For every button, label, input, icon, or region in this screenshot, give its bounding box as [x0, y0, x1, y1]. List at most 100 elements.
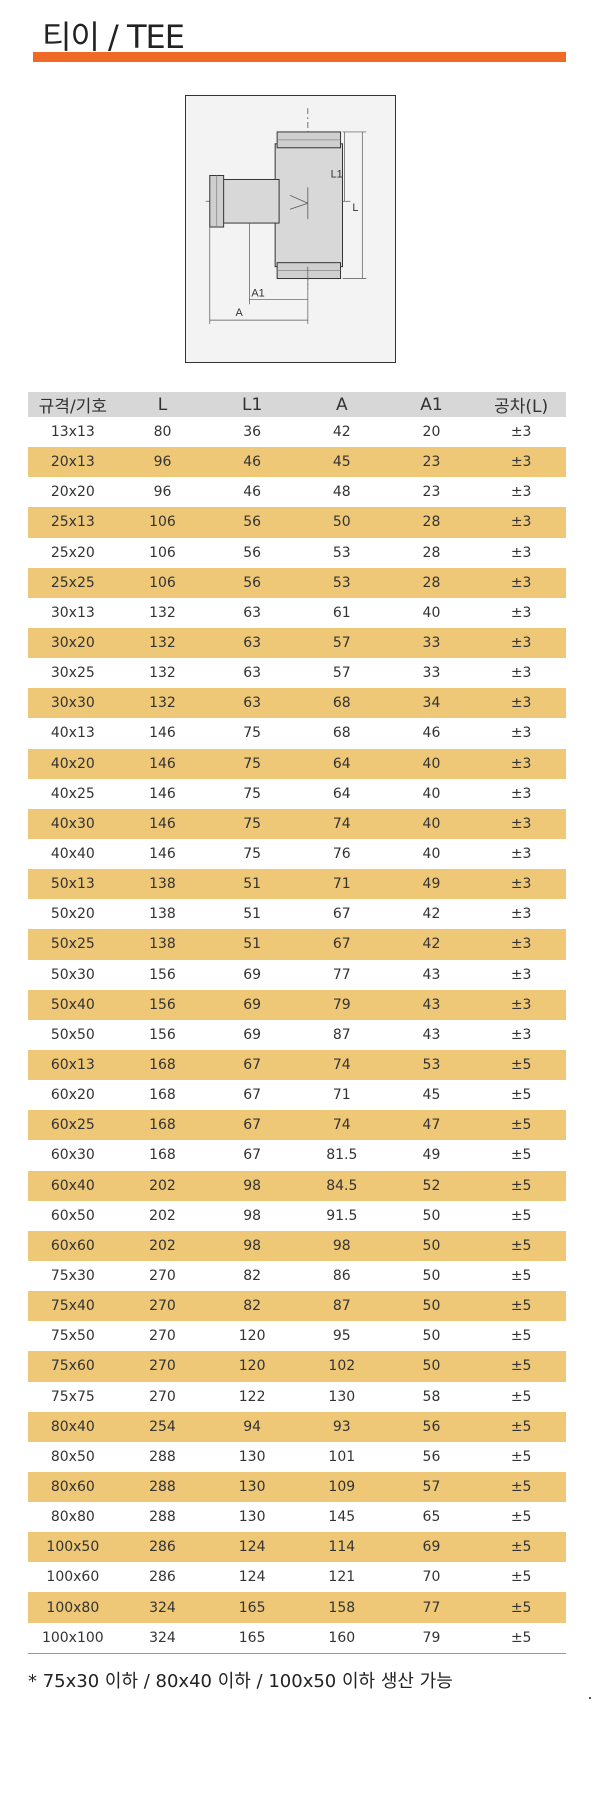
table-cell: ±5	[510, 1207, 532, 1224]
table-cell: 69	[386, 1532, 477, 1563]
table-cell: 40x40	[50, 846, 95, 863]
table-cell: 60x30	[50, 1147, 95, 1164]
table-cell: ±3	[510, 725, 532, 742]
table-cell: 67	[207, 1110, 297, 1141]
table-row: 60x40 202 98 84.5 52 ±5	[28, 1170, 566, 1201]
table-cell: 43	[422, 966, 441, 983]
table-row: 100x80 324 165 158 77 ±5	[28, 1592, 566, 1623]
table-cell: 13x13	[50, 424, 95, 441]
table-cell: 132	[149, 665, 176, 682]
table-row: 60x25 168 67 74 47 ±5	[28, 1110, 566, 1141]
table-cell: 202	[117, 1230, 208, 1261]
table-cell: 114	[296, 1532, 387, 1563]
table-cell: 25x20	[50, 544, 95, 561]
table-cell: 57	[386, 1471, 477, 1503]
table-cell: 45	[422, 1087, 441, 1104]
table-cell: ±3	[476, 989, 566, 1020]
table-cell: 60x60	[28, 1230, 118, 1261]
table-cell: 69	[243, 966, 262, 983]
table-cell: ±5	[510, 1388, 532, 1405]
table-cell: 168	[149, 1147, 176, 1164]
table-cell: 120	[207, 1351, 297, 1382]
table-cell: 146	[117, 748, 208, 779]
table-cell: ±5	[510, 1268, 532, 1284]
table-cell: 51	[243, 906, 262, 923]
table-cell: 102	[296, 1351, 387, 1382]
table-cell: 138	[117, 929, 208, 960]
table-cell: 124	[238, 1569, 266, 1586]
table-cell: 130	[238, 1509, 266, 1526]
table-cell: 165	[207, 1622, 297, 1654]
tee-fitting-diagram: L1 L A1 A	[185, 95, 396, 363]
table-cell: 75	[207, 808, 297, 839]
table-cell: 100x60	[46, 1569, 100, 1586]
table-cell: 86	[332, 1268, 351, 1284]
table-cell: 50	[422, 1207, 441, 1224]
table-row: 40x30 146 75 74 40 ±3	[28, 808, 566, 839]
table-cell: 20x20	[50, 484, 95, 501]
table-cell: 53	[296, 567, 387, 598]
table-cell: 106	[117, 567, 208, 598]
table-cell: 60x13	[28, 1049, 118, 1081]
table-row: 40x40 146 75 76 40 ±3	[28, 839, 566, 869]
table-cell: 30x13	[50, 604, 95, 621]
table-cell: 80	[153, 424, 172, 441]
table-cell: 98	[296, 1230, 387, 1261]
table-cell: 121	[328, 1569, 356, 1586]
table-cell: 40	[386, 808, 477, 839]
table-cell: 30x25	[50, 665, 95, 682]
table-cell: 87	[296, 1291, 387, 1322]
table-cell: ±5	[510, 1448, 532, 1465]
table-cell: 80x60	[28, 1471, 118, 1503]
table-cell: ±5	[476, 1622, 566, 1654]
table-cell: 106	[149, 544, 176, 561]
table-cell: 60x25	[28, 1110, 118, 1141]
table-row: 50x25 138 51 67 42 ±3	[28, 929, 566, 960]
table-row: 30x25 132 63 57 33 ±3	[28, 658, 566, 688]
table-cell: 33	[422, 665, 441, 682]
table-cell: 146	[117, 808, 208, 839]
table-row: 40x20 146 75 64 40 ±3	[28, 748, 566, 779]
table-cell: 156	[149, 1026, 176, 1043]
table-cell: 56	[422, 1448, 441, 1465]
table-cell: 93	[296, 1411, 387, 1442]
table-cell: 20	[422, 424, 441, 441]
table-cell: ±3	[476, 929, 566, 960]
table-cell: 42	[422, 906, 441, 923]
table-cell: 100x100	[28, 1622, 118, 1654]
table-cell: 40	[386, 748, 477, 779]
table-cell: 270	[149, 1268, 176, 1284]
table-cell: 46	[422, 725, 441, 742]
table-row: 30x20 132 63 57 33 ±3	[28, 627, 566, 659]
table-cell: 69	[243, 1026, 262, 1043]
table-row: 80x80 288 130 145 65 ±5	[28, 1502, 566, 1532]
table-cell: 50x30	[50, 966, 95, 983]
table-cell: 286	[149, 1569, 176, 1586]
header-a: A	[296, 392, 387, 417]
table-cell: 50x50	[50, 1026, 95, 1043]
table-cell: ±3	[510, 665, 532, 682]
table-row: 75x75 270 122 130 58 ±5	[28, 1382, 566, 1412]
table-cell: 82	[243, 1268, 262, 1284]
table-row: 75x30 270 82 86 50 ±5	[28, 1261, 566, 1291]
table-cell: 254	[117, 1411, 208, 1442]
table-cell: 158	[296, 1592, 387, 1623]
table-row: 80x60 288 130 109 57 ±5	[28, 1471, 566, 1503]
table-cell: 270	[117, 1351, 208, 1382]
table-cell: 95	[332, 1328, 351, 1345]
table-cell: 168	[149, 1087, 176, 1104]
table-cell: ±3	[510, 1026, 532, 1043]
table-cell: 25x13	[28, 507, 118, 538]
table-cell: 50x20	[50, 906, 95, 923]
table-cell: 60x40	[28, 1170, 118, 1201]
spec-table-container: 규격/기호 L L1 A A1 공차(L) 13x13 80 36 42 20 ±3 20x…	[28, 392, 566, 1654]
table-cell: 288	[149, 1509, 176, 1526]
a-dimension-label: A	[236, 307, 244, 319]
table-cell: ±5	[476, 1532, 566, 1563]
table-cell: 80x50	[50, 1448, 95, 1465]
table-header-row: 규격/기호 L L1 A A1 공차(L)	[28, 392, 566, 417]
table-cell: 70	[422, 1569, 441, 1586]
table-cell: 42	[386, 929, 477, 960]
table-cell: ±3	[510, 604, 532, 621]
table-cell: ±3	[476, 808, 566, 839]
